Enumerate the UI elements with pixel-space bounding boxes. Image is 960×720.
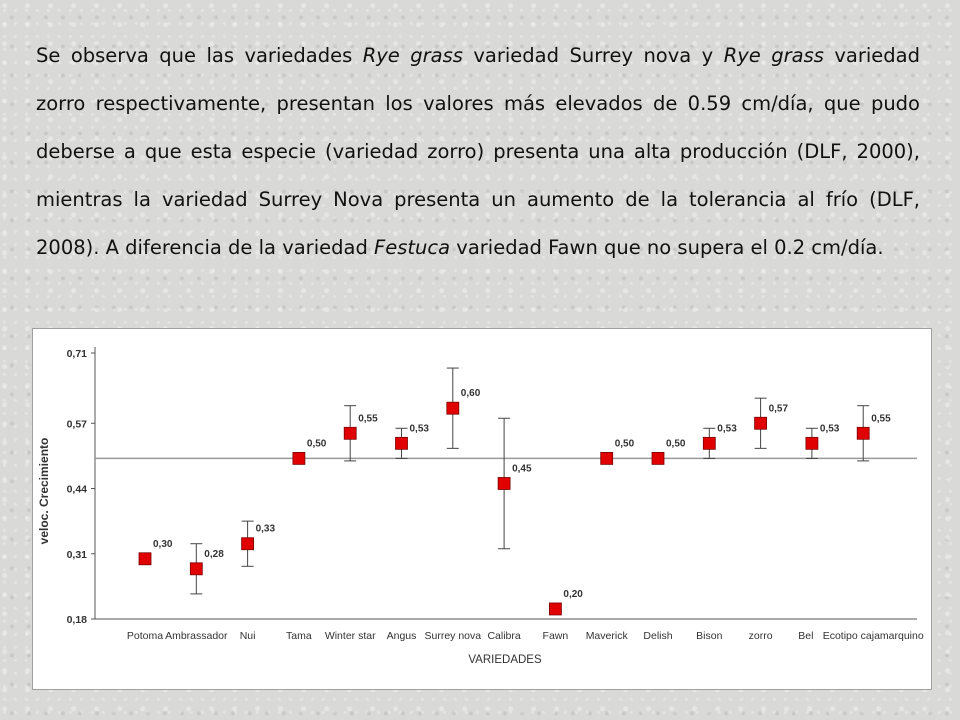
data-value-label: 0,33 (256, 524, 276, 535)
x-tick-label: Delish (643, 630, 672, 642)
data-point-marker (138, 552, 152, 566)
data-point-marker (549, 602, 562, 616)
x-tick-labels-group: Potoma Ambrassador Nui Tama Winter star Angus… (127, 630, 924, 642)
x-tick-label: Potoma (127, 630, 163, 642)
data-value-label: 0,50 (666, 438, 686, 449)
y-tick-label: 0,57 (67, 418, 88, 430)
data-point-marker (343, 426, 357, 440)
data-point-marker (395, 436, 408, 450)
paragraph-text-1: Se observa que las variedades (36, 44, 363, 67)
chart-panel: 0,18 0,31 0,44 0,57 0,71 0,30 0,28 0,33 0,50 0,5… (32, 328, 932, 690)
error-bars-group (190, 367, 870, 595)
growth-rate-chart: 0,18 0,31 0,44 0,57 0,71 0,30 0,28 0,33 0,50 0,5… (37, 347, 924, 666)
paragraph-italic-festuca: Festuca (374, 236, 451, 259)
data-point-marker (189, 562, 203, 576)
data-point-marker (805, 436, 819, 450)
y-tick-label: 0,71 (67, 348, 88, 360)
data-point-marker (702, 436, 716, 450)
data-value-label: 0,50 (615, 438, 635, 449)
data-value-label: 0,55 (871, 413, 891, 424)
data-value-label: 0,55 (358, 413, 378, 424)
y-tick-label: 0,18 (67, 614, 88, 626)
x-tick-label: Bison (696, 630, 722, 642)
x-tick-label: Tama (286, 630, 312, 642)
y-axis-label: veloc. Crecimiento (37, 438, 51, 545)
data-value-label: 0,57 (769, 403, 789, 414)
data-value-label: 0,60 (461, 388, 481, 399)
data-point-marker (497, 477, 511, 490)
data-point-marker (754, 416, 767, 430)
data-value-label: 0,28 (204, 549, 224, 560)
description-paragraph: Se observa que las variedades Rye grass … (36, 32, 920, 272)
chart-axes: 0,18 0,31 0,44 0,57 0,71 (67, 347, 917, 626)
value-labels-group: 0,30 0,28 0,33 0,50 0,55 0,53 0,60 0,45 0,20 0,50… (153, 388, 891, 600)
data-value-label: 0,53 (410, 423, 430, 434)
data-value-label: 0,53 (717, 423, 737, 434)
y-tick-label: 0,44 (67, 484, 88, 496)
x-tick-label: Calibra (487, 630, 520, 642)
x-tick-label: Surrey nova (424, 630, 481, 642)
x-axis-label: VARIEDADES (468, 654, 542, 666)
data-value-label: 0,50 (307, 438, 327, 449)
x-tick-label: Angus (387, 630, 417, 642)
paragraph-text-2: variedad Surrey nova y (462, 44, 724, 67)
data-point-marker (651, 451, 665, 465)
data-point-marker (600, 451, 614, 465)
data-value-label: 0,45 (512, 463, 532, 474)
x-tick-label: zorro (749, 630, 773, 642)
paragraph-text-4: variedad Fawn que no supera el 0.2 cm/dí… (450, 236, 884, 259)
data-value-label: 0,30 (153, 539, 173, 550)
x-tick-label: Bel (798, 630, 813, 642)
x-tick-label: Ecotipo cajamarquino (823, 630, 924, 642)
data-point-marker (241, 537, 255, 551)
paragraph-italic-rye-grass-1: Rye grass (362, 44, 463, 67)
data-value-label: 0,20 (563, 589, 583, 600)
data-point-marker (856, 426, 870, 440)
data-point-marker (446, 401, 460, 415)
x-tick-label: Fawn (543, 630, 569, 642)
paragraph-text-3: variedad zorro respectivamente, presenta… (36, 44, 920, 259)
x-tick-label: Maverick (586, 630, 629, 642)
x-tick-label: Winter star (325, 630, 376, 642)
x-tick-label: Nui (240, 630, 256, 642)
y-tick-label: 0,31 (67, 549, 88, 561)
data-point-marker (292, 451, 306, 465)
data-value-label: 0,53 (820, 423, 840, 434)
x-tick-label: Ambrassador (165, 630, 228, 642)
paragraph-italic-rye-grass-2: Rye grass (723, 44, 824, 67)
markers-group (138, 401, 870, 616)
